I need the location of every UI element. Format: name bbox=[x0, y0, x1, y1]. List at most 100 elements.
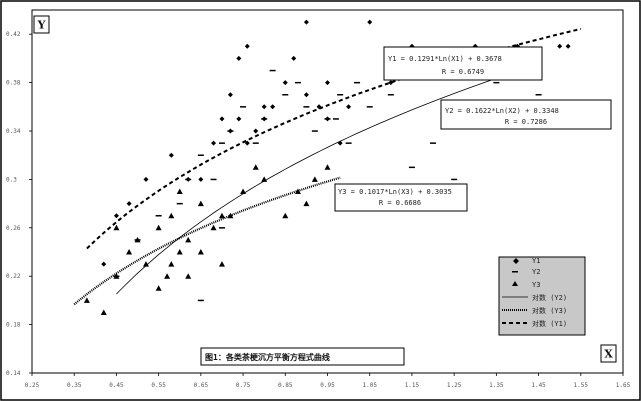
point-y2 bbox=[197, 299, 204, 302]
point-y3 bbox=[210, 224, 217, 231]
point-y2 bbox=[227, 130, 234, 132]
point-y2 bbox=[282, 94, 289, 96]
point-y2 bbox=[261, 118, 268, 120]
legend-label-y1: Y1 bbox=[532, 257, 540, 265]
point-y3 bbox=[261, 176, 268, 182]
point-y3 bbox=[176, 188, 183, 194]
x-tick-label: 0.85 bbox=[278, 382, 293, 389]
point-y3 bbox=[113, 224, 120, 231]
x-tick-labels: 0.25 0.35 0.45 0.55 0.65 0.75 0.85 0.95 1.05 1.15… bbox=[25, 373, 631, 389]
point-y3 bbox=[176, 249, 183, 255]
equation-box-y3: Y3 = 0.1017*Ln(X3) + 0.3035 R = 0.6686 bbox=[334, 183, 468, 212]
point-y3 bbox=[324, 164, 331, 170]
y-tick-label: 0.3 bbox=[6, 176, 17, 183]
trendlines bbox=[73, 27, 582, 306]
point-y2 bbox=[408, 166, 415, 169]
point-y1 bbox=[236, 55, 242, 61]
x-tick-label: 1.35 bbox=[489, 382, 504, 389]
point-y3 bbox=[155, 224, 162, 231]
point-y2 bbox=[155, 215, 162, 217]
point-y1 bbox=[316, 104, 322, 110]
point-y1 bbox=[367, 19, 373, 25]
point-y3 bbox=[142, 261, 149, 267]
point-y3 bbox=[185, 273, 192, 279]
legend-label-log-y2: 对数 (Y2) bbox=[532, 293, 567, 302]
point-y1 bbox=[211, 140, 217, 146]
point-y3 bbox=[168, 261, 175, 267]
trendline-y1 bbox=[86, 27, 582, 250]
point-y1 bbox=[261, 104, 267, 110]
r-value-y1: R = 0.6749 bbox=[442, 68, 484, 76]
y-tick-label: 0.18 bbox=[6, 322, 21, 329]
point-y1 bbox=[113, 213, 119, 219]
point-y1 bbox=[244, 43, 250, 49]
point-y3 bbox=[197, 249, 204, 255]
x-tick-label: 1.65 bbox=[616, 382, 631, 389]
point-y1 bbox=[126, 201, 132, 207]
point-y2 bbox=[387, 94, 394, 96]
x-tick-label: 0.55 bbox=[151, 382, 166, 389]
point-y2 bbox=[252, 142, 259, 144]
point-y1 bbox=[565, 43, 571, 49]
point-y3 bbox=[83, 297, 90, 303]
chart-caption: 图1：各类茶梗沉方平衡方程式曲线 bbox=[205, 352, 330, 362]
point-y2 bbox=[535, 94, 542, 96]
y-axis-title: Y bbox=[37, 19, 46, 32]
point-y2 bbox=[218, 227, 225, 229]
point-y2 bbox=[337, 94, 344, 96]
legend-diamond-icon bbox=[513, 258, 519, 264]
x-tick-label: 1.55 bbox=[574, 382, 589, 389]
r-value-y2: R = 0.7286 bbox=[505, 118, 547, 126]
trendline-y3 bbox=[73, 176, 341, 306]
point-y2 bbox=[176, 202, 183, 205]
x-tick-label: 0.95 bbox=[320, 382, 335, 389]
legend-box bbox=[498, 256, 586, 336]
point-y3 bbox=[155, 285, 162, 291]
point-y2 bbox=[354, 81, 361, 84]
point-y1 bbox=[282, 80, 288, 86]
y-axis-title-box: Y bbox=[33, 15, 50, 34]
point-y2 bbox=[185, 178, 192, 181]
legend-triangle-icon bbox=[512, 281, 518, 286]
x-axis-title-box: X bbox=[600, 344, 617, 363]
point-y2 bbox=[303, 106, 310, 108]
point-y2 bbox=[332, 118, 339, 120]
point-y3 bbox=[168, 212, 175, 219]
point-y1 bbox=[198, 176, 204, 182]
y-tick-label: 0.38 bbox=[6, 80, 21, 87]
point-y3 bbox=[100, 309, 107, 315]
legend-label-y2: Y2 bbox=[532, 268, 540, 276]
point-y3 bbox=[218, 261, 225, 267]
y-tick-label: 0.26 bbox=[6, 225, 21, 232]
x-axis: 0.25 0.35 0.45 0.55 0.65 0.75 0.85 0.95 1.05 1.15… bbox=[25, 373, 631, 389]
point-y2 bbox=[210, 178, 217, 181]
y-tick-label: 0.14 bbox=[6, 370, 21, 377]
point-y2 bbox=[430, 142, 437, 144]
point-y2 bbox=[294, 81, 301, 84]
legend-label-log-y1: 对数 (Y1) bbox=[532, 319, 567, 328]
x-tick-label: 0.45 bbox=[109, 382, 124, 389]
r-value-y3: R = 0.6686 bbox=[379, 199, 421, 207]
point-y1 bbox=[236, 116, 242, 122]
y-tick-labels: 0.14 0.18 0.22 0.26 0.3 0.34 0.38 0.42 bbox=[6, 31, 32, 377]
trendline-y2 bbox=[116, 64, 539, 295]
equation-y2: Y2 = 0.1622*Ln(X2) + 0.3348 bbox=[445, 107, 559, 115]
point-y1 bbox=[337, 140, 343, 146]
legend-dash-icon bbox=[512, 271, 518, 273]
point-y3 bbox=[311, 176, 318, 182]
point-y2 bbox=[218, 142, 225, 144]
point-y1 bbox=[143, 176, 149, 182]
point-y1 bbox=[253, 128, 259, 134]
point-y2 bbox=[493, 81, 500, 84]
equation-y3: Y3 = 0.1017*Ln(X3) + 0.3035 bbox=[338, 188, 452, 196]
point-y3 bbox=[252, 164, 259, 170]
y-tick-label: 0.42 bbox=[6, 31, 21, 38]
point-y1 bbox=[303, 19, 309, 25]
equation-box-y2: Y2 = 0.1622*Ln(X2) + 0.3348 R = 0.7286 bbox=[440, 99, 612, 130]
x-tick-label: 0.35 bbox=[67, 382, 82, 389]
point-y3 bbox=[240, 188, 247, 194]
point-y2 bbox=[451, 178, 458, 181]
point-y1 bbox=[101, 261, 107, 267]
y-tick-label: 0.22 bbox=[6, 273, 21, 280]
